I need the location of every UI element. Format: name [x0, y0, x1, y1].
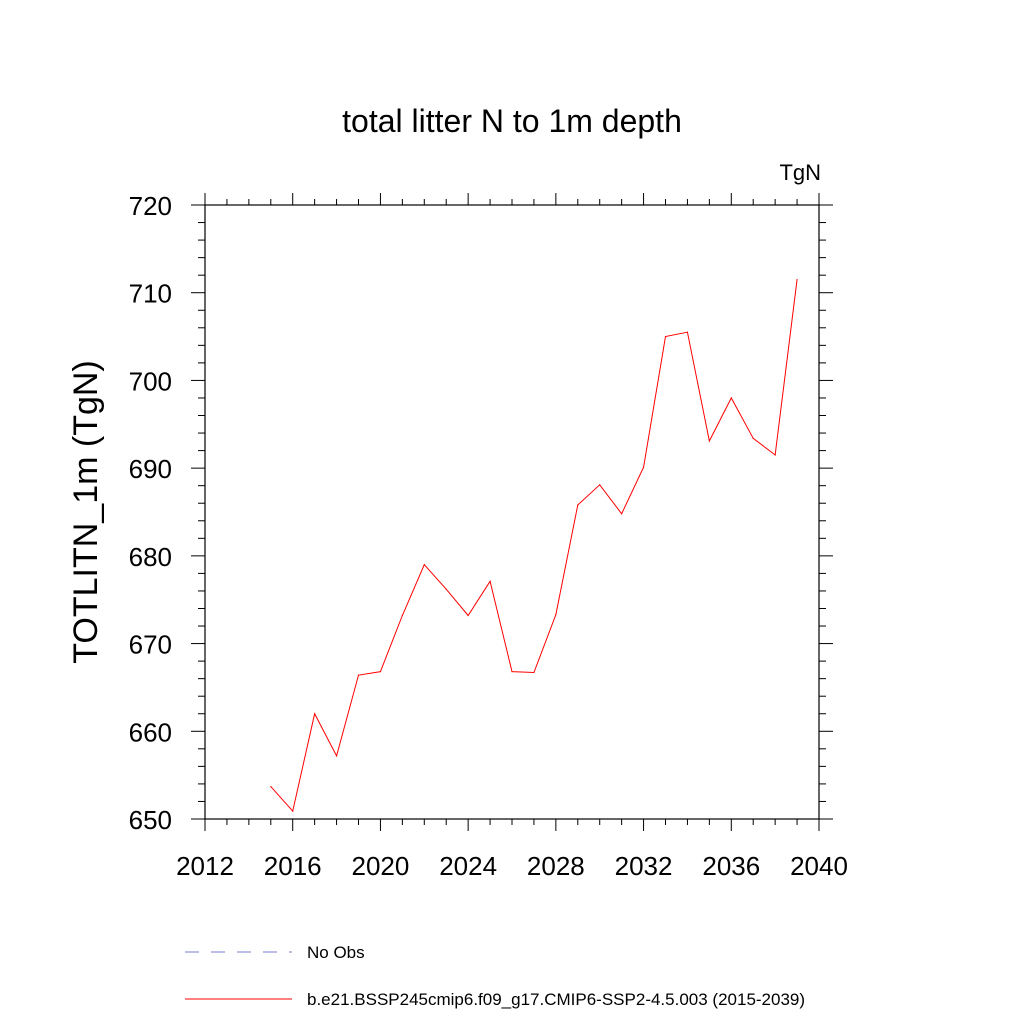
x-tick-label: 2016: [264, 851, 322, 881]
data-point: [489, 580, 491, 582]
data-point: [708, 440, 710, 442]
series-line: [270, 279, 798, 813]
data-point: [774, 454, 776, 456]
data-point: [577, 504, 579, 506]
y-tick-label: 680: [129, 542, 172, 572]
x-tick-label: 2036: [702, 851, 760, 881]
x-tick-label: 2020: [352, 851, 410, 881]
legend: No Obs b.e21.BSSP245cmip6.f09_g17.CMIP6-…: [185, 943, 805, 1009]
x-tick-label: 2012: [176, 851, 234, 881]
data-point: [621, 513, 623, 515]
data-point: [467, 614, 469, 617]
data-point: [292, 810, 294, 812]
plot-area: [270, 278, 798, 813]
data-point: [533, 671, 535, 674]
data-point: [379, 671, 382, 673]
legend-label-model-run: b.e21.BSSP245cmip6.f09_g17.CMIP6-SSP2-4.…: [307, 990, 805, 1009]
data-point: [796, 278, 798, 281]
data-point: [730, 397, 732, 399]
y-tick-label: 720: [129, 191, 172, 221]
data-point: [357, 674, 360, 676]
x-tick-label: 2024: [439, 851, 497, 881]
data-point: [445, 588, 447, 590]
data-point: [642, 466, 645, 468]
data-point: [664, 335, 667, 338]
y-axis: 650 660 670 680 690 700 710 720: [129, 191, 833, 835]
x-tick-label: 2028: [527, 851, 585, 881]
data-point: [401, 614, 403, 617]
data-point: [555, 614, 557, 616]
y-tick-label: 660: [129, 717, 172, 747]
y-tick-label: 650: [129, 805, 172, 835]
y-tick-label: 710: [129, 279, 172, 309]
y-tick-label: 690: [129, 454, 172, 484]
legend-label-no-obs: No Obs: [307, 943, 365, 962]
x-tick-label: 2040: [790, 851, 848, 881]
data-point: [335, 755, 338, 757]
units-label: TgN: [779, 160, 821, 185]
plot-frame: [204, 204, 820, 820]
chart-title: total litter N to 1m depth: [342, 103, 682, 139]
y-tick-label: 670: [129, 630, 172, 660]
y-tick-label: 700: [129, 366, 172, 396]
data-point: [270, 785, 272, 788]
data-point: [599, 484, 601, 486]
x-axis: 2012 2016 2020 2024 2028 2032 2036 2040: [176, 193, 848, 881]
data-point: [423, 564, 425, 566]
x-tick-label: 2032: [615, 851, 673, 881]
data-point: [511, 671, 513, 673]
y-axis-label: TOTLITN_1m (TgN): [67, 360, 105, 664]
data-point: [686, 331, 689, 333]
data-point: [314, 713, 316, 715]
data-point: [752, 437, 754, 439]
